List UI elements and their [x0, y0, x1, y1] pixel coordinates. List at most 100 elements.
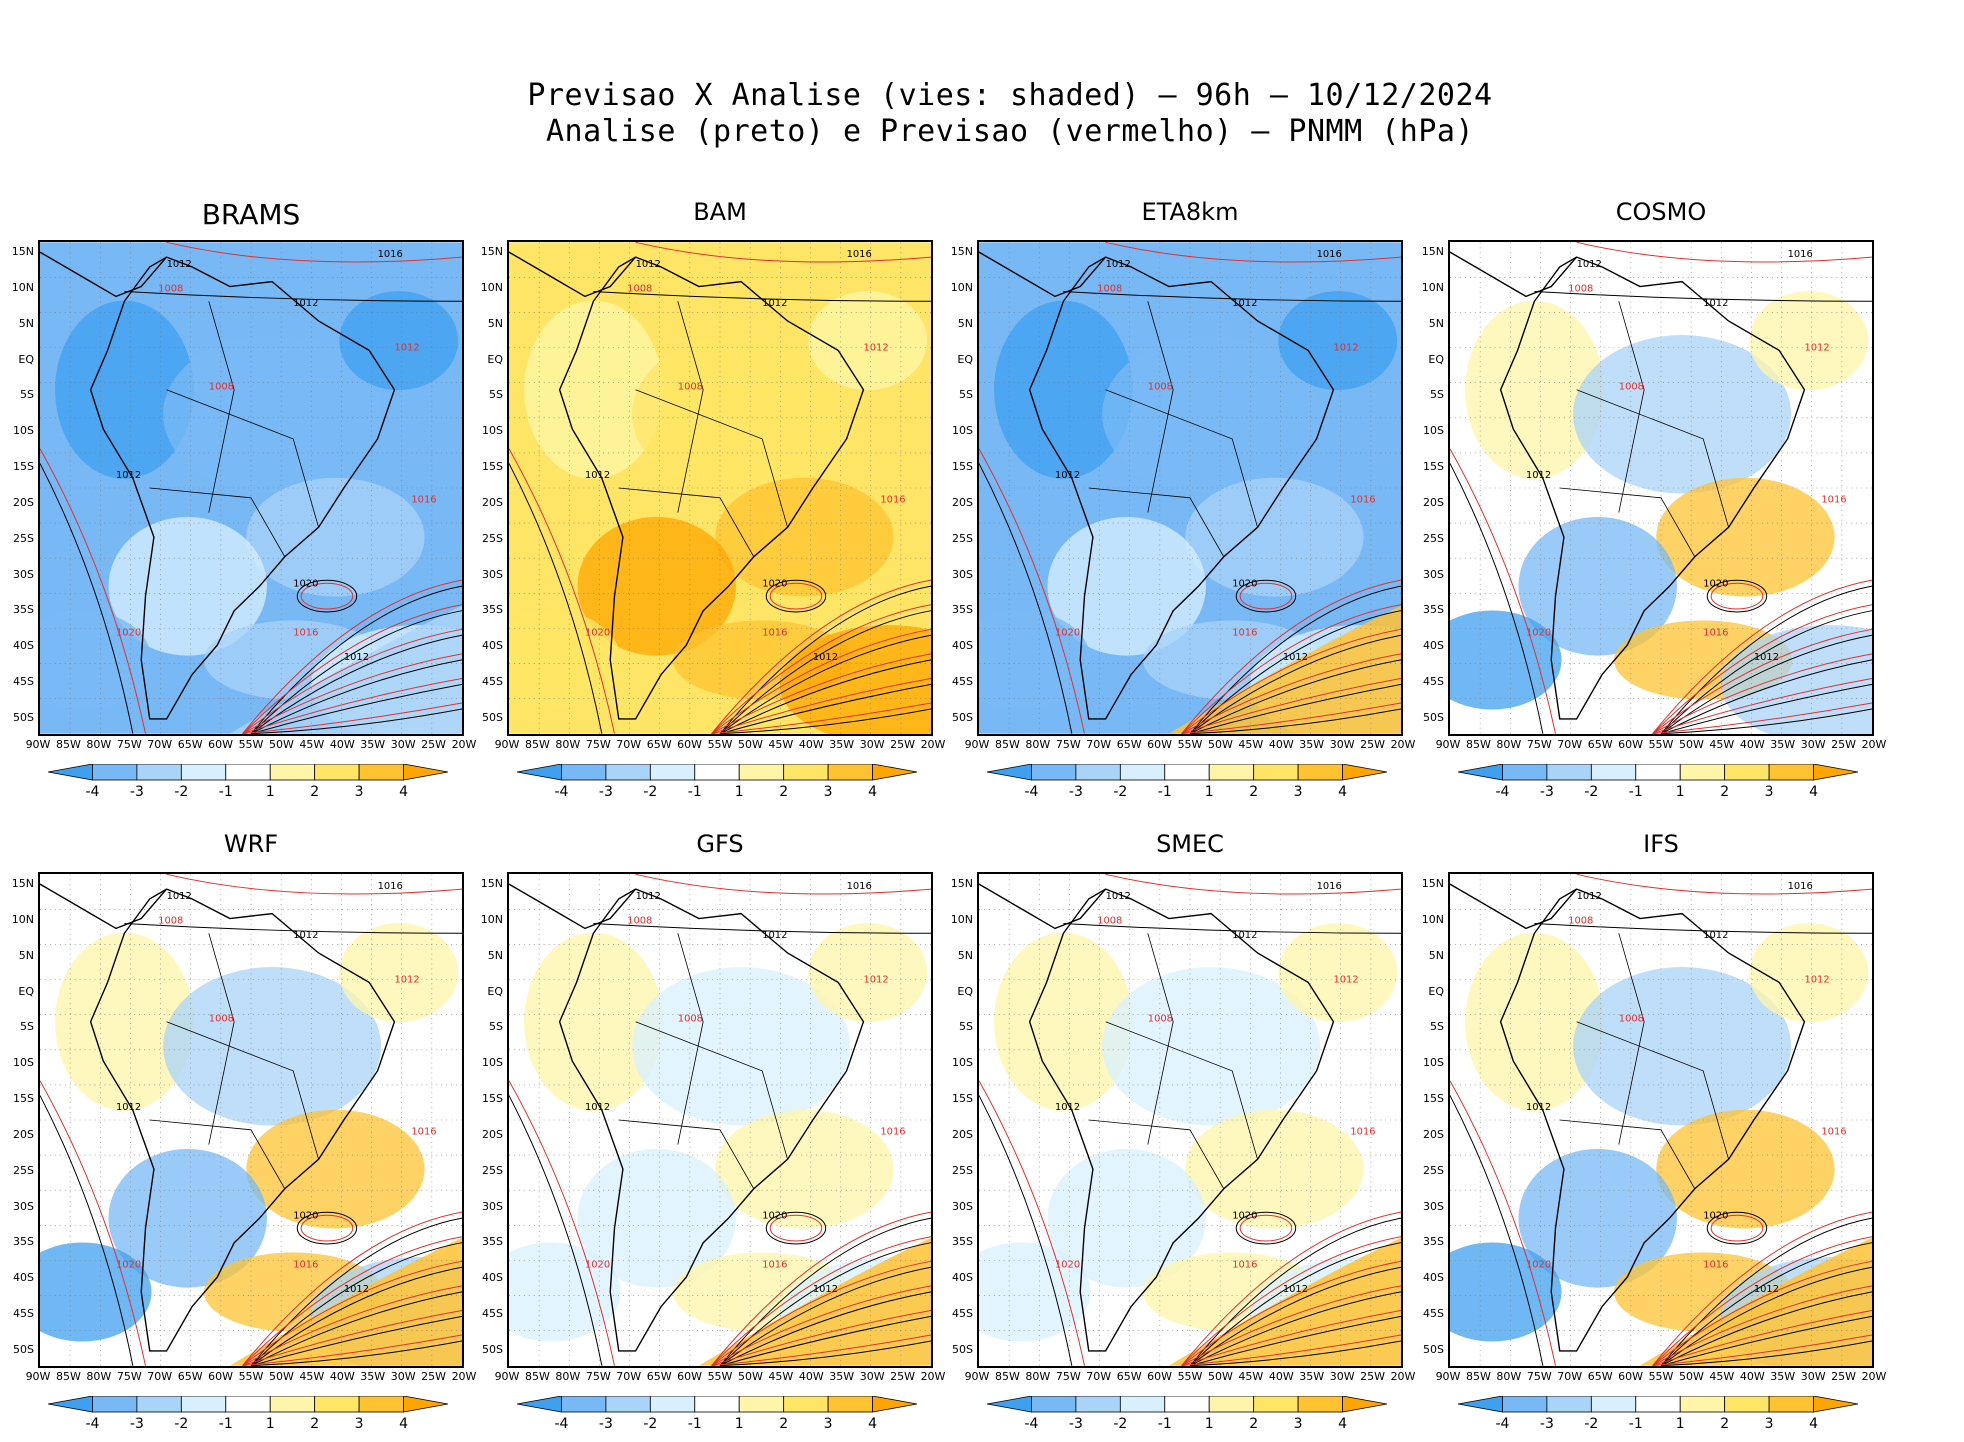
lat-tick-label: 5N [1428, 316, 1444, 330]
panel-title: GFS [696, 830, 744, 858]
lon-tick-label: 30W [859, 1370, 885, 1383]
colorbar-label: -1 [218, 1416, 233, 1432]
lon-tick-label: 60W [677, 1370, 702, 1383]
lon-tick-label: 75W [1526, 738, 1552, 751]
map-panel-smec: 1012 1008 1012 1012 1012 1016 1020 1020 1012 1016… [977, 872, 1403, 1368]
lat-tick-label: 35S [952, 603, 973, 617]
lat-tick-label: 45S [952, 1307, 973, 1321]
isobar-label: 1016 [1317, 881, 1342, 892]
isobar-label: 1012 [293, 298, 318, 309]
colorbar-label: 3 [1293, 1416, 1303, 1432]
colorbar-label: -4 [554, 1416, 569, 1432]
lat-tick-label: EQ [487, 984, 503, 998]
lat-tick-label: 25S [1423, 1163, 1444, 1177]
isobar-label: 1012 [167, 259, 192, 270]
bias-shade [108, 516, 267, 656]
lat-tick-label: 35S [482, 603, 503, 617]
lat-tick-label: 10N [11, 280, 34, 294]
lat-tick-label: 5S [489, 1020, 503, 1034]
colorbar-label: 3 [354, 784, 364, 800]
lon-tick-label: 90W [964, 738, 990, 751]
colorbar-label: -2 [174, 784, 189, 800]
lon-tick-label: 55W [238, 738, 264, 751]
isobar-label: 1016 [880, 495, 905, 506]
lon-tick-label: 45W [1238, 738, 1264, 751]
colorbar-label: -1 [1157, 784, 1172, 800]
isobar-label: 1016 [1232, 627, 1257, 638]
lat-tick-label: 50S [952, 1343, 973, 1356]
isobar-label: 1012 [813, 1284, 838, 1295]
isobar-label: 1020 [1232, 1210, 1257, 1221]
lon-tick-label: 50W [737, 738, 763, 751]
colorbar-label: -1 [1628, 784, 1643, 800]
coastline [1499, 256, 1806, 720]
lat-tick-label: EQ [487, 352, 503, 366]
lon-tick-label: 20W [1861, 738, 1887, 751]
lat-tick-label: 10N [950, 280, 973, 294]
lat-tick-label: 45S [1423, 1307, 1444, 1321]
isobar-label: 1012 [1333, 342, 1358, 353]
isobar-label: 1020 [1703, 578, 1728, 589]
isobar-label: 1012 [585, 1102, 610, 1113]
figure-title: Previsao X Analise (vies: shaded) – 96h … [0, 78, 1964, 150]
isobar-label: 1012 [1526, 1102, 1551, 1113]
isobar-label: 1012 [1055, 1102, 1080, 1113]
panel-title: IFS [1643, 830, 1679, 858]
lat-tick-label: 5S [20, 1020, 34, 1034]
lon-tick-label: 35W [1299, 738, 1325, 751]
isobar-label: 1020 [1526, 627, 1551, 638]
lon-tick-label: 20W [451, 1370, 477, 1383]
bias-shade [577, 516, 736, 656]
panel-title: ETA8km [1141, 198, 1239, 226]
bias-shade [1185, 1109, 1364, 1229]
lon-tick-label: 85W [55, 738, 81, 751]
lon-tick-label: 40W [798, 1370, 824, 1383]
lon-tick-label: 80W [1496, 738, 1522, 751]
colorbar-label: -2 [1113, 784, 1128, 800]
isobar-label: 1016 [1703, 627, 1728, 638]
colorbar-label: -3 [598, 1416, 613, 1432]
lat-tick-label: 20S [1423, 495, 1444, 509]
lon-tick-label: 20W [451, 738, 477, 751]
panel-title: WRF [223, 830, 279, 858]
bias-shade [715, 1109, 894, 1229]
bias-shade [1450, 1242, 1562, 1342]
isobar-label: 1012 [293, 930, 318, 941]
lon-tick-label: 75W [585, 1370, 611, 1383]
colorbar-label: -3 [1539, 784, 1554, 800]
lat-tick-label: 45S [482, 1307, 503, 1321]
colorbar-label: 1 [734, 784, 744, 800]
colorbar-label: -4 [1024, 784, 1039, 800]
bias-shade [1518, 516, 1677, 656]
lat-tick-label: 15N [1421, 877, 1444, 890]
bias-shade [509, 1242, 621, 1342]
lat-tick-label: 20S [13, 495, 34, 509]
lat-tick-label: 45S [482, 675, 503, 689]
isobar-label: 1008 [627, 915, 652, 926]
bias-shade [40, 610, 152, 710]
lon-tick-label: 90W [1435, 1370, 1461, 1383]
map-panel-ifs: 1012 1008 1012 1012 1012 1016 1020 1020 1012 1016… [1448, 872, 1874, 1368]
colorbar-label: 3 [1293, 784, 1303, 800]
bias-shade [1450, 610, 1562, 710]
bias-shade [1047, 1148, 1206, 1288]
colorbar-label: -4 [85, 1416, 100, 1432]
lon-tick-label: 45W [768, 1370, 794, 1383]
isobar-label: 1012 [1577, 259, 1602, 270]
lon-tick-label: 35W [829, 1370, 855, 1383]
lon-tick-label: 70W [147, 738, 173, 751]
lon-tick-label: 65W [1116, 738, 1142, 751]
isobar-label: 1016 [1350, 1127, 1375, 1138]
lon-tick-label: 30W [1329, 1370, 1355, 1383]
bias-shade [1102, 967, 1321, 1126]
isobar-label: 1012 [1106, 891, 1131, 902]
lon-tick-label: 75W [1055, 738, 1081, 751]
lat-tick-label: 15N [480, 245, 503, 258]
colorbar-label: 2 [1249, 1416, 1259, 1432]
bias-shade [339, 923, 459, 1023]
isobar-label: 1012 [813, 652, 838, 663]
lon-tick-label: 35W [829, 738, 855, 751]
isobar-label: 1008 [627, 283, 652, 294]
lat-tick-label: 15S [482, 460, 503, 474]
lat-tick-label: EQ [18, 984, 34, 998]
